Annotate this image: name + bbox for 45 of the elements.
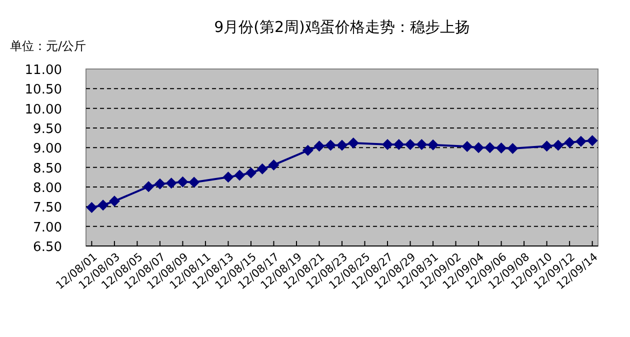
- point: [268, 159, 280, 170]
- point: [302, 144, 314, 156]
- point: [256, 163, 268, 174]
- point: [404, 139, 416, 150]
- y-tick-label: 8.50: [33, 161, 62, 176]
- point: [484, 142, 496, 154]
- point: [496, 142, 507, 154]
- point: [507, 142, 518, 154]
- y-tick-label: 6.50: [33, 240, 62, 255]
- point: [462, 140, 473, 152]
- point: [222, 172, 234, 183]
- point: [314, 140, 325, 152]
- y-tick-label: 7.00: [33, 220, 62, 236]
- point: [541, 140, 552, 152]
- point: [234, 170, 246, 181]
- point: [166, 178, 177, 189]
- y-tick-label: 9.50: [33, 122, 62, 137]
- point: [552, 140, 564, 151]
- y-tick-label: 9.00: [33, 142, 62, 157]
- point: [245, 167, 256, 178]
- y-tick-label: 11.00: [24, 63, 62, 78]
- y-tick-label: 10.00: [24, 102, 62, 118]
- point: [325, 140, 336, 151]
- point: [98, 200, 109, 211]
- point: [143, 181, 154, 192]
- point: [428, 139, 439, 150]
- point: [86, 202, 98, 213]
- point: [177, 176, 188, 188]
- chart-title: 9月份(第2周)鸡蛋价格走势：稳步上扬: [214, 18, 470, 36]
- y-tick-label: 10.50: [24, 82, 62, 98]
- y-tick-label: 8.00: [33, 181, 62, 196]
- y-axis-title: 单位：元/公斤: [10, 39, 86, 53]
- point: [336, 140, 348, 151]
- point: [473, 142, 484, 154]
- point: [382, 139, 394, 150]
- point: [564, 137, 576, 148]
- point: [188, 176, 200, 188]
- point: [575, 136, 586, 147]
- point: [154, 178, 166, 190]
- point: [348, 137, 359, 148]
- point: [416, 139, 428, 150]
- point: [586, 135, 598, 146]
- y-tick-label: 7.50: [33, 200, 62, 216]
- point: [108, 196, 120, 207]
- point: [393, 139, 404, 150]
